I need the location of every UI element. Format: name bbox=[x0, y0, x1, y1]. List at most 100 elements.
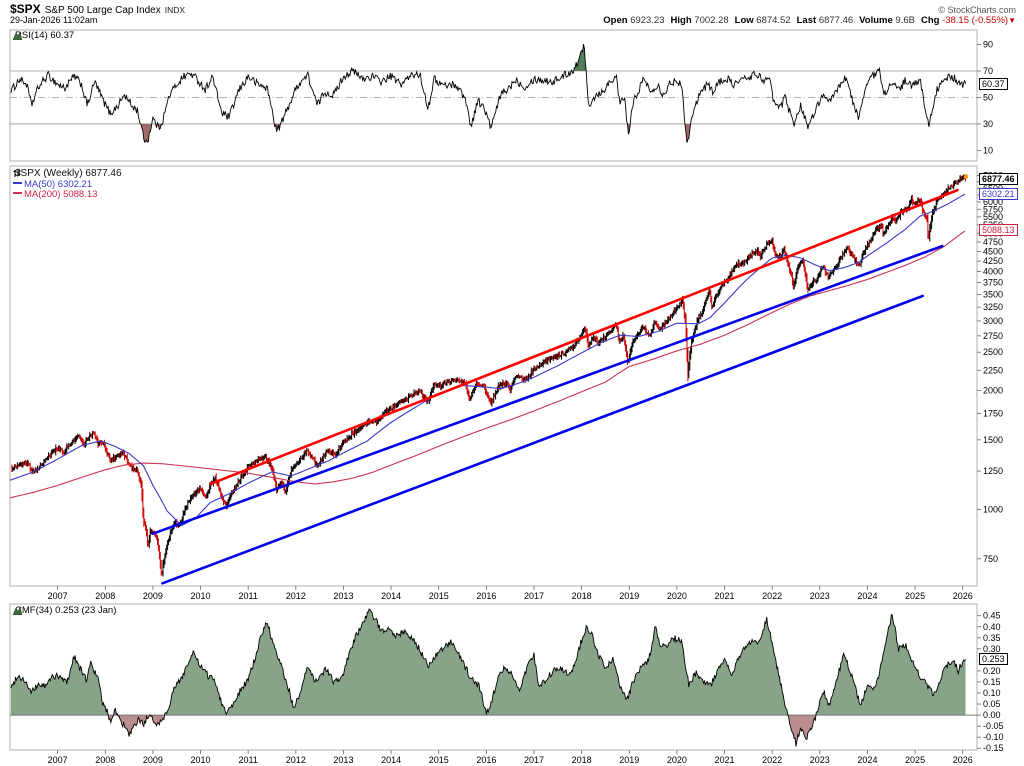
ma200-value-box: 5088.13 bbox=[979, 224, 1018, 237]
ticker-exchange: INDX bbox=[164, 5, 186, 15]
price-ytick-label: 2500 bbox=[983, 347, 1003, 357]
header-row-1: $SPX S&P 500 Large Cap Index INDX © StockC… bbox=[10, 2, 1016, 16]
cmf-ytick-label: -0.15 bbox=[983, 743, 1004, 753]
ma200-line-swatch-icon bbox=[13, 192, 22, 194]
cmf-ytick-label: 0.30 bbox=[983, 644, 1001, 654]
cmf-current-value-box: 0.253 bbox=[979, 653, 1008, 666]
trendline-mid-channel bbox=[151, 244, 944, 536]
cmf-panel-frame bbox=[9, 603, 978, 751]
price-ytick-label: 4750 bbox=[983, 237, 1003, 247]
price-xtick-label: 2020 bbox=[667, 591, 687, 601]
ma200-line bbox=[9, 230, 966, 499]
price-xtick-label: 2008 bbox=[95, 591, 115, 601]
ma50-legend: MA(50) 6302.21 bbox=[13, 180, 92, 190]
high-value: 7002.28 bbox=[694, 15, 729, 26]
cmf-ytick-label: 0.10 bbox=[983, 688, 1001, 698]
price-xtick-label: 2019 bbox=[619, 591, 639, 601]
price-ytick-label: 750 bbox=[983, 554, 998, 564]
rsi-ytick-label: 10 bbox=[983, 145, 993, 155]
rsi-legend-label: RSI(14) 60.37 bbox=[15, 30, 75, 41]
cmf-ytick-label: 0.35 bbox=[983, 633, 1001, 643]
cmf-legend-label: CMF(34) 0.253 (23 Jan) bbox=[15, 605, 117, 616]
price-xtick-label: 2009 bbox=[143, 591, 163, 601]
price-ytick-label: 1750 bbox=[983, 408, 1003, 418]
volume-label: Volume bbox=[859, 15, 893, 26]
cmf-xtick-label: 2009 bbox=[143, 755, 163, 765]
cmf-xtick-label: 2020 bbox=[667, 755, 687, 765]
open-label: Open bbox=[603, 15, 628, 26]
ma50-line bbox=[9, 193, 966, 527]
cmf-xtick-label: 2007 bbox=[48, 755, 68, 765]
low-value: 6874.52 bbox=[756, 15, 791, 26]
price-ytick-label: 5750 bbox=[983, 204, 1003, 214]
cmf-ytick-label: 0.20 bbox=[983, 666, 1001, 676]
ticker-symbol: $SPX bbox=[10, 2, 41, 16]
price-xtick-label: 2026 bbox=[953, 591, 973, 601]
price-legend-label: $SPX (Weekly) 6877.46 bbox=[15, 168, 122, 179]
price-ytick-label: 2750 bbox=[983, 331, 1003, 341]
last-label: Last bbox=[796, 15, 817, 26]
price-ytick-label: 1000 bbox=[983, 504, 1003, 514]
price-xtick-label: 2013 bbox=[333, 591, 353, 601]
price-xtick-label: 2025 bbox=[905, 591, 925, 601]
cmf-xtick-label: 2023 bbox=[810, 755, 830, 765]
price-last-value-box: 6877.46 bbox=[979, 172, 1018, 185]
price-xtick-label: 2014 bbox=[381, 591, 401, 601]
cmf-xtick-label: 2016 bbox=[476, 755, 496, 765]
cmf-xtick-label: 2026 bbox=[953, 755, 973, 765]
cmf-xtick-label: 2013 bbox=[333, 755, 353, 765]
price-ytick-label: 1500 bbox=[983, 435, 1003, 445]
quote-summary: Open 6923.23 High 7002.28 Low 6874.52 Last … bbox=[603, 15, 1016, 26]
cmf-xtick-label: 2012 bbox=[286, 755, 306, 765]
price-ytick-label: 4000 bbox=[983, 267, 1003, 277]
price-xtick-label: 2010 bbox=[191, 591, 211, 601]
price-ytick-label: 6000 bbox=[983, 197, 1003, 207]
cmf-line bbox=[10, 608, 966, 747]
ticker-name: S&P 500 Large Cap Index bbox=[44, 5, 161, 16]
open-value: 6923.23 bbox=[630, 15, 665, 26]
cmf-xtick-label: 2021 bbox=[715, 755, 735, 765]
cmf-xtick-label: 2024 bbox=[857, 755, 877, 765]
ma50-value-box: 6302.21 bbox=[979, 187, 1018, 200]
cmf-ytick-label: -0.05 bbox=[983, 721, 1004, 731]
cmf-ytick-label: 0.40 bbox=[983, 622, 1001, 632]
low-label: Low bbox=[734, 15, 754, 26]
cmf-xtick-label: 2018 bbox=[572, 755, 592, 765]
chg-down-triangle-icon: ▼ bbox=[1008, 16, 1016, 25]
ma200-legend-label: MA(200) 5088.13 bbox=[24, 189, 98, 200]
last-bar-marker bbox=[963, 174, 969, 179]
price-ytick-label: 2000 bbox=[983, 385, 1003, 395]
cmf-xtick-label: 2025 bbox=[905, 755, 925, 765]
trendline-lower-channel bbox=[161, 294, 924, 585]
rsi-ytick-label: 90 bbox=[983, 40, 993, 50]
cmf-ytick-label: -0.10 bbox=[983, 732, 1004, 742]
price-xtick-label: 2007 bbox=[48, 591, 68, 601]
ma200-legend: MA(200) 5088.13 bbox=[13, 190, 97, 200]
cmf-ytick-label: 0.15 bbox=[983, 677, 1001, 687]
cmf-positive-fill bbox=[10, 609, 966, 716]
copyright-notice: © StockCharts.com bbox=[938, 5, 1016, 15]
header-row-2: 29-Jan-2026 11:02am Open 6923.23 High 700… bbox=[10, 15, 1016, 26]
price-ytick-label: 5500 bbox=[983, 212, 1003, 222]
cmf-ytick-label: 0.05 bbox=[983, 699, 1001, 709]
cmf-xtick-label: 2017 bbox=[524, 755, 544, 765]
price-xtick-label: 2022 bbox=[762, 591, 782, 601]
cmf-ytick-label: 0.00 bbox=[983, 710, 1001, 720]
ma50-line-swatch-icon bbox=[13, 182, 22, 184]
price-xtick-label: 2016 bbox=[476, 591, 496, 601]
price-xtick-label: 2023 bbox=[810, 591, 830, 601]
ticker-title: $SPX S&P 500 Large Cap Index INDX bbox=[10, 2, 185, 16]
price-ytick-label: 3000 bbox=[983, 316, 1003, 326]
rsi-ytick-label: 30 bbox=[983, 119, 993, 129]
chart-datetime: 29-Jan-2026 11:02am bbox=[10, 15, 98, 25]
trendline-upper-channel bbox=[209, 188, 959, 486]
ma50-legend-label: MA(50) 6302.21 bbox=[24, 179, 93, 190]
cmf-xtick-label: 2015 bbox=[429, 755, 449, 765]
price-ytick-label: 1250 bbox=[983, 466, 1003, 476]
cmf-xtick-label: 2011 bbox=[238, 755, 257, 765]
chg-label: Chg bbox=[920, 15, 940, 26]
cmf-legend: CMF(34) 0.253 (23 Jan) bbox=[13, 606, 116, 616]
cmf-xtick-label: 2019 bbox=[619, 755, 639, 765]
